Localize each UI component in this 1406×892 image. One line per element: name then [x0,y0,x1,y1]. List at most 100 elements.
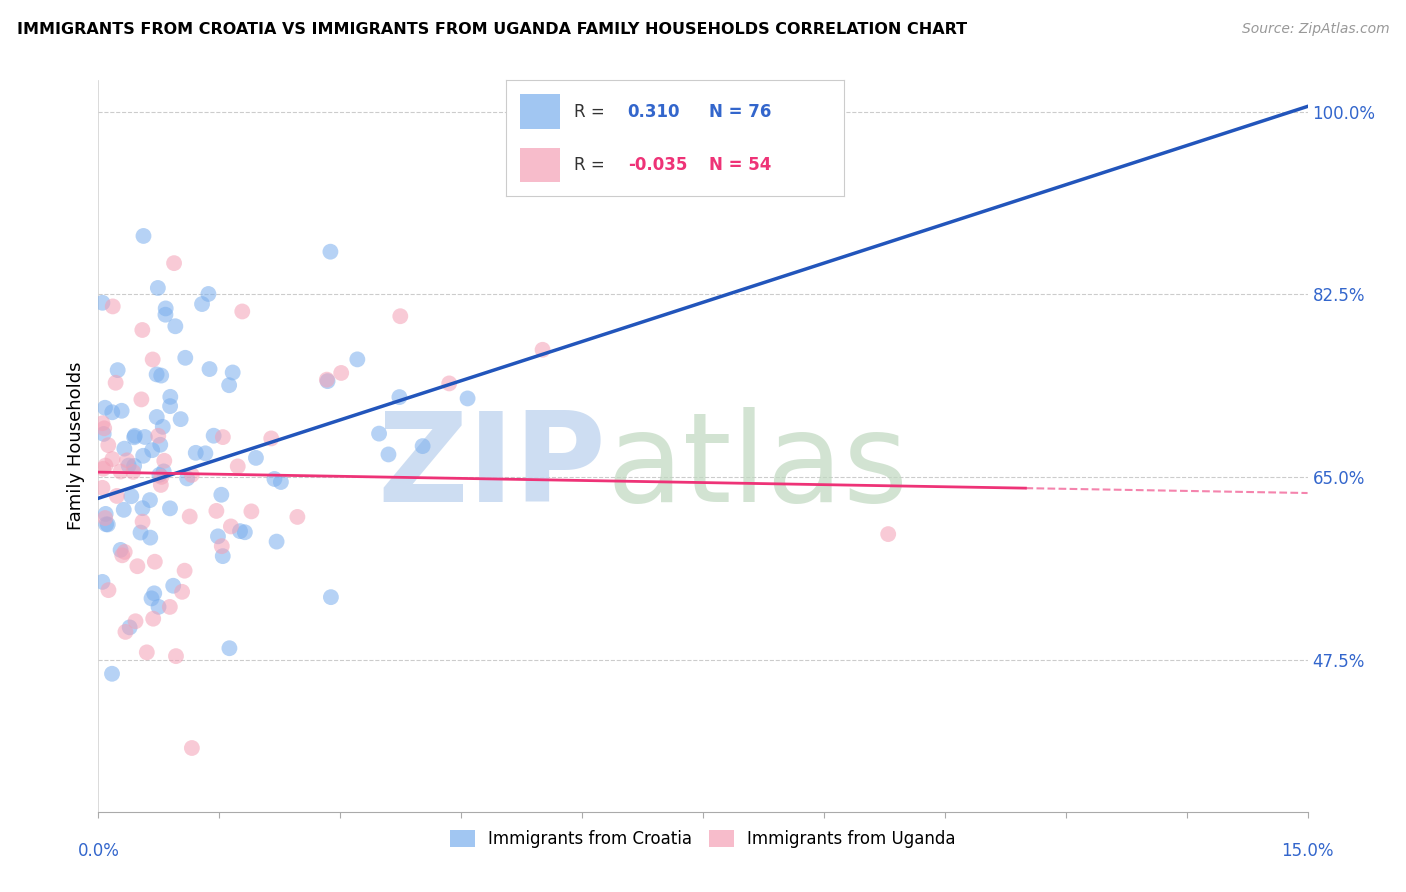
Point [91,461,114,475]
Point [287,510,309,524]
Point [531,343,554,357]
Point [94,458,117,473]
Point [330,366,353,380]
Point [141,443,163,458]
Point [219,519,242,533]
Point [163,256,186,270]
Point [180,741,202,756]
Point [142,352,165,367]
Point [145,409,167,424]
Point [97,517,120,532]
Text: 0.310: 0.310 [627,103,681,120]
Text: 0.0%: 0.0% [77,842,120,860]
Point [152,420,174,434]
Bar [520,95,560,129]
Point [211,539,233,553]
Point [93,426,115,441]
Point [162,579,184,593]
Point [165,319,187,334]
Point [437,376,460,391]
Point [173,564,195,578]
Point [389,310,412,324]
Point [101,666,124,681]
Point [122,458,145,473]
Point [131,501,153,516]
Point [139,493,162,508]
Point [114,545,136,559]
Point [131,515,153,529]
Point [266,534,288,549]
Point [457,392,479,406]
Point [118,458,141,473]
Point [124,614,146,628]
Point [229,524,252,538]
Point [169,412,191,426]
Point [94,401,117,415]
Legend: Immigrants from Croatia, Immigrants from Uganda: Immigrants from Croatia, Immigrants from… [443,823,963,855]
Point [94,517,117,532]
Point [412,439,434,453]
Point [191,297,214,311]
Point [97,438,120,452]
Point [134,430,156,444]
Point [101,300,124,314]
Point [148,429,170,443]
Point [145,368,167,382]
Point [180,467,202,482]
Point [101,452,124,467]
Point [107,363,129,377]
Point [150,470,173,484]
Point [231,304,253,318]
Point [263,472,285,486]
Text: 15.0%: 15.0% [1281,842,1334,860]
Point [159,390,181,404]
Point [184,446,207,460]
Text: N = 54: N = 54 [709,156,770,174]
Point [91,416,114,430]
Point [124,429,146,443]
Point [368,426,391,441]
Point [877,527,900,541]
Point [97,583,120,598]
Point [174,351,197,365]
Point [110,465,132,479]
Point [115,453,138,467]
Point [209,488,232,502]
Point [260,432,283,446]
Point [122,465,145,479]
Point [94,507,117,521]
Point [315,373,337,387]
Point [143,555,166,569]
Point [132,229,155,244]
Bar [520,147,560,182]
Point [142,612,165,626]
Point [159,399,181,413]
Text: ZIP: ZIP [378,408,606,528]
Point [205,504,228,518]
Point [377,447,399,461]
Point [155,308,177,322]
Point [159,501,181,516]
Text: N = 76: N = 76 [709,103,770,120]
Point [233,525,256,540]
Point [131,392,153,407]
Point [159,599,181,614]
Point [131,323,153,337]
Point [149,438,172,452]
Point [153,454,176,468]
Point [202,428,225,442]
Point [114,624,136,639]
Point [197,287,219,301]
Point [118,620,141,634]
Point [127,559,149,574]
Point [110,542,132,557]
Point [101,405,124,419]
Point [179,509,201,524]
Point [139,531,162,545]
Point [221,366,243,380]
Point [245,450,267,465]
Point [388,390,411,404]
Point [346,352,368,367]
Point [270,475,292,489]
Point [176,471,198,485]
